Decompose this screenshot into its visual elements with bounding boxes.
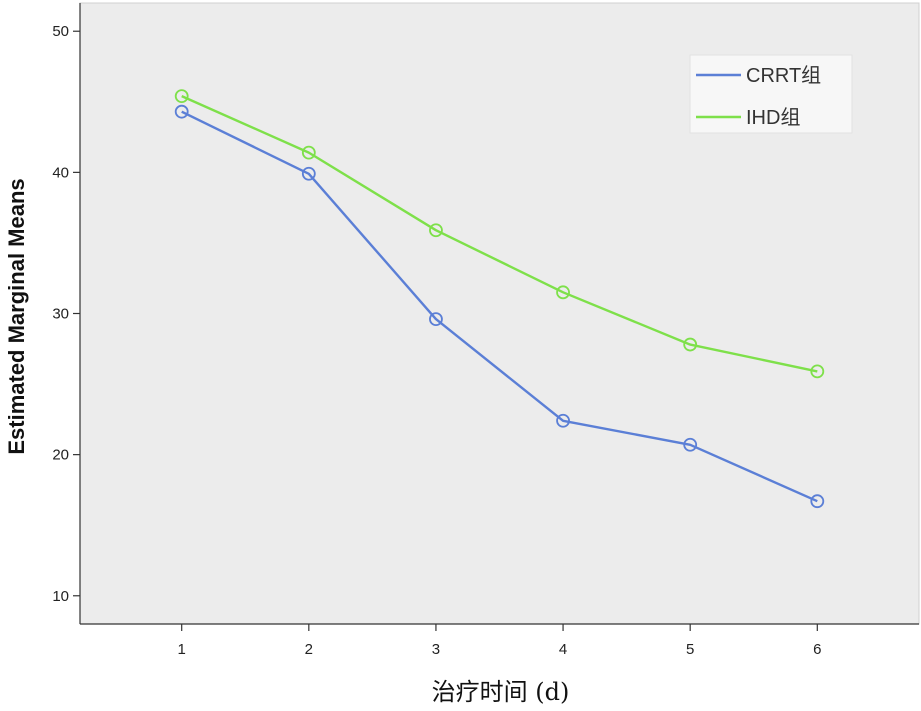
data-point — [174, 89, 189, 104]
data-point — [429, 312, 443, 327]
data-point — [556, 285, 570, 300]
legend-label: IHD组 — [746, 106, 800, 129]
x-tick-label: 6 — [813, 641, 821, 658]
data-point — [810, 364, 825, 379]
y-tick-label: 50 — [52, 23, 69, 40]
series — [174, 104, 825, 509]
series-layer — [174, 89, 825, 509]
series — [174, 89, 825, 379]
x-tick-label: 2 — [305, 641, 313, 658]
x-axis-title: 治疗时间 (d) — [432, 678, 570, 706]
x-tick-label: 5 — [686, 641, 694, 658]
legend-label: CRRT组 — [746, 64, 821, 87]
y-axis-ticks: 10 20 30 40 50 — [52, 23, 80, 605]
x-tick-label: 1 — [178, 641, 186, 658]
x-tick-label: 4 — [559, 641, 567, 658]
data-point — [556, 413, 570, 428]
y-tick-label: 40 — [52, 164, 69, 181]
y-tick-label: 10 — [52, 588, 69, 605]
data-point — [683, 337, 698, 352]
y-tick-label: 20 — [52, 447, 69, 464]
data-point — [301, 145, 316, 160]
data-point — [301, 166, 316, 181]
data-point — [174, 104, 189, 119]
series-line — [181, 95, 818, 373]
data-point — [429, 223, 443, 238]
x-axis-ticks: 1 2 3 4 5 6 — [178, 624, 821, 658]
data-point — [810, 494, 825, 509]
data-point — [683, 437, 698, 452]
y-axis-title: Estimated Marginal Means — [4, 178, 29, 454]
series-line — [181, 110, 818, 503]
legend-box — [689, 54, 853, 134]
x-tick-label: 3 — [432, 641, 440, 658]
y-tick-label: 30 — [52, 306, 69, 323]
legend: CRRT组 IHD组 — [689, 54, 853, 134]
